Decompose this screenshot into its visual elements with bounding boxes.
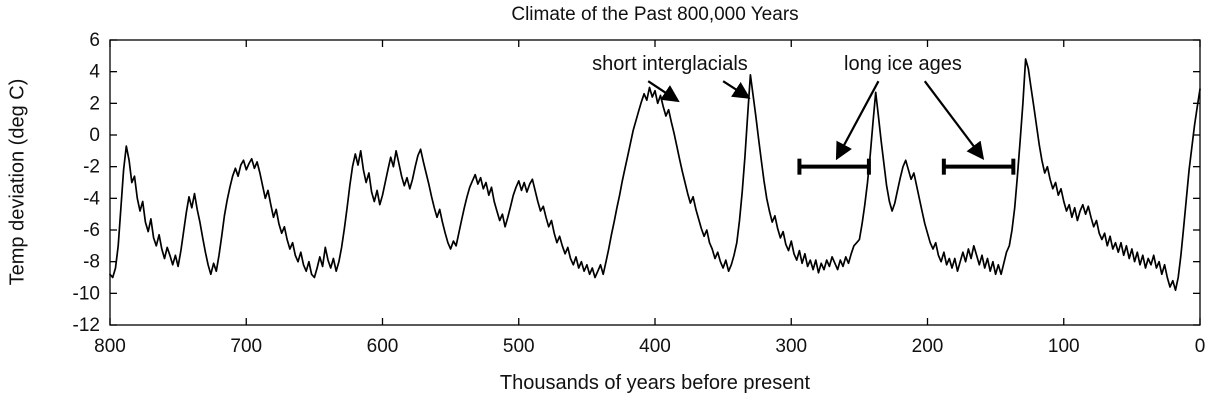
x-tick-label: 200 <box>912 336 944 357</box>
y-axis-label: Temp deviation (deg C) <box>6 78 29 286</box>
y-tick-label: -10 <box>73 283 100 304</box>
x-tick-label: 600 <box>367 336 399 357</box>
y-tick-label: -4 <box>83 188 100 209</box>
y-tick-label: 0 <box>89 125 100 146</box>
y-tick-label: 4 <box>89 62 100 83</box>
temp-deviation-line <box>109 58 1201 292</box>
x-tick-label: 500 <box>503 336 535 357</box>
y-tick-label: 6 <box>89 30 100 51</box>
y-tick-label: -6 <box>83 220 100 241</box>
y-tick-label: 2 <box>89 93 100 114</box>
x-tick-label: 0 <box>1195 336 1206 357</box>
y-tick-label: -8 <box>83 252 100 273</box>
x-tick-label: 100 <box>1048 336 1080 357</box>
x-tick-label: 300 <box>775 336 807 357</box>
annotation-label: short interglacials <box>592 53 748 75</box>
annotation-label: long ice ages <box>844 53 962 75</box>
y-tick-label: -2 <box>83 157 100 178</box>
chart-title: Climate of the Past 800,000 Years <box>511 4 799 25</box>
x-axis-label: Thousands of years before present <box>499 372 811 394</box>
annotation-arrow <box>923 80 985 160</box>
annotation-arrow <box>647 80 680 103</box>
x-tick-label: 800 <box>94 336 126 357</box>
x-tick-label: 700 <box>230 336 262 357</box>
annotation-arrow <box>835 80 880 161</box>
axes-box <box>109 39 1201 326</box>
annotation-arrow <box>722 80 751 99</box>
y-tick-label: -12 <box>73 315 100 336</box>
x-tick-label: 400 <box>639 336 671 357</box>
